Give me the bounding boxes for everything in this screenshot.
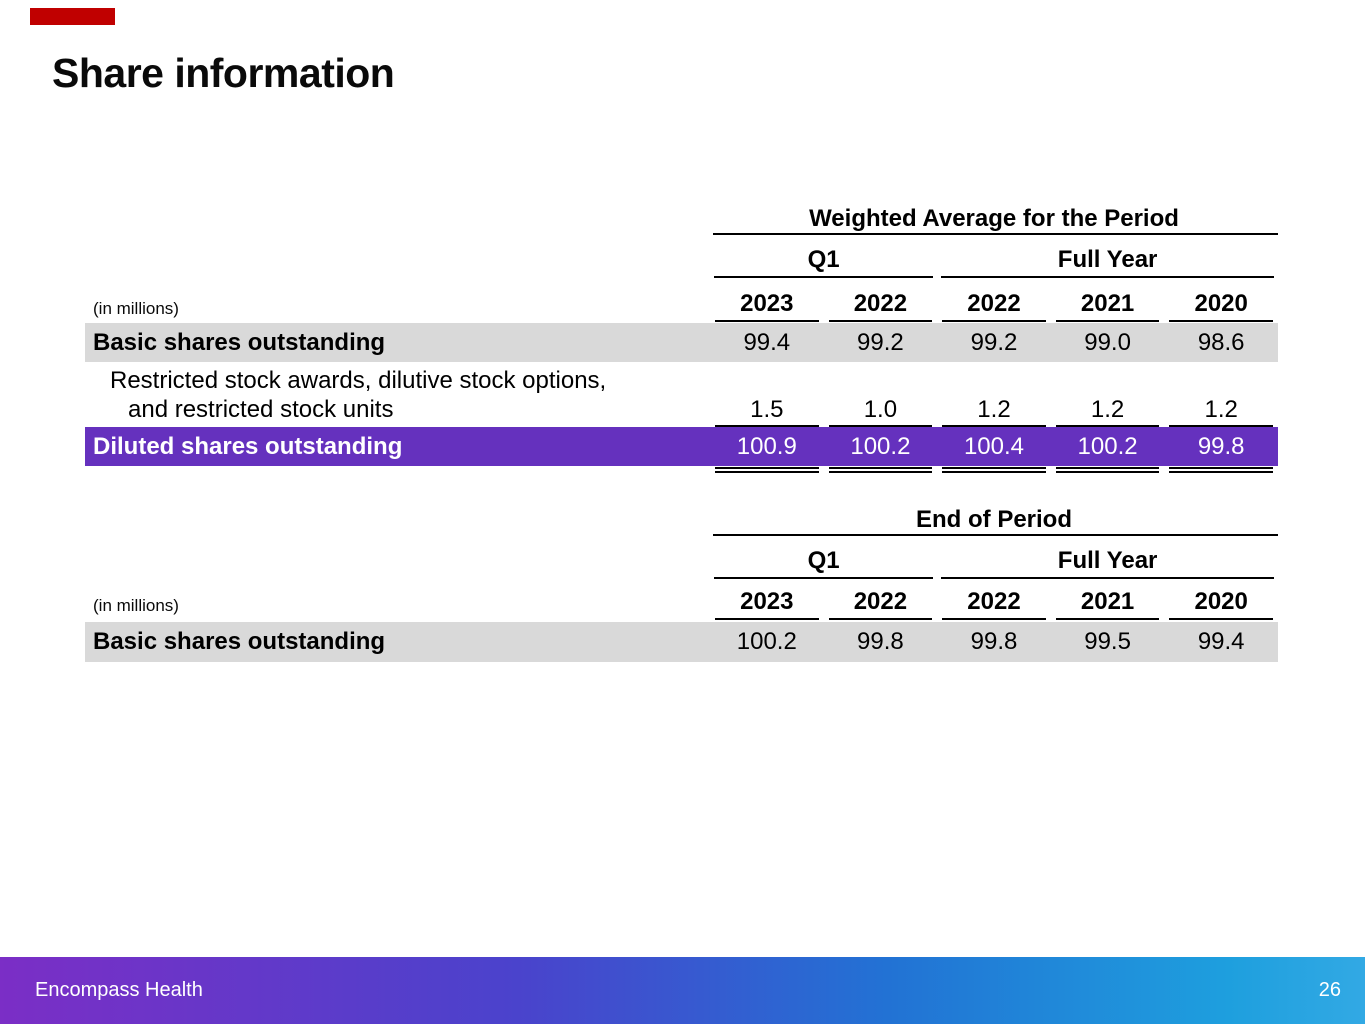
value-cell: 100.4	[963, 432, 1025, 460]
value-cell: 100.2	[736, 628, 797, 655]
row-label-line2: and restricted stock units	[128, 396, 394, 423]
year-header: 2022	[824, 278, 938, 322]
year-header: 2021	[1051, 278, 1165, 322]
table2-subgroup-row: Q1 Full Year	[85, 536, 1278, 579]
unit-note: (in millions)	[93, 596, 179, 615]
value-cell: 1.2	[1164, 362, 1278, 427]
table1-label-spacer	[85, 202, 710, 235]
table1-label-spacer	[85, 235, 710, 278]
row-label: Diluted shares outstanding	[93, 432, 403, 460]
value-cell: 1.5	[710, 362, 824, 427]
page-title: Share information	[52, 50, 395, 96]
total-double-rule	[85, 466, 1278, 474]
value-cell: 99.8	[857, 628, 904, 655]
value-cell: 99.5	[1084, 628, 1131, 655]
value-cell: 99.0	[1084, 328, 1131, 356]
row-label: Basic shares outstanding	[93, 328, 386, 356]
end-of-period-table: End of Period Q1 Full Year 2023 2022 202…	[85, 503, 1278, 662]
value-cell: 99.2	[970, 328, 1018, 356]
unit-note: (in millions)	[93, 299, 179, 318]
double-rule-segment	[1051, 466, 1165, 474]
value-cell: 1.2	[1051, 362, 1165, 427]
value-cell: 99.4	[743, 328, 791, 356]
table1-subgroup-q1: Q1	[710, 235, 937, 278]
table-row-basic-shares: Basic shares outstanding 99.4 99.2 99.2 …	[85, 323, 1278, 362]
value-cell: 100.9	[736, 432, 797, 460]
year-header: 2020	[1164, 579, 1278, 620]
weighted-average-table: Weighted Average for the Period Q1 Full …	[85, 202, 1278, 474]
year-header: 2022	[937, 579, 1051, 620]
value-cell: 100.2	[850, 432, 911, 460]
double-rule-segment	[710, 466, 824, 474]
double-rule-segment	[1164, 466, 1278, 474]
year-header: 2021	[1051, 579, 1165, 620]
value-cell: 99.8	[970, 628, 1018, 655]
table2-subgroup-q1: Q1	[710, 536, 937, 579]
value-cell: 99.2	[857, 328, 904, 356]
row-label: Basic shares outstanding	[93, 628, 386, 655]
year-header: 2023	[710, 579, 824, 620]
table2-label-spacer	[85, 503, 710, 536]
table2-subgroup-full-year: Full Year	[937, 536, 1278, 579]
year-header: 2023	[710, 278, 824, 322]
table1-group-header-row: Weighted Average for the Period	[85, 202, 1278, 235]
table-row-basic-shares-eop: Basic shares outstanding 100.2 99.8 99.8…	[85, 622, 1278, 662]
value-cell: 100.2	[1077, 432, 1138, 460]
year-header: 2022	[937, 278, 1051, 322]
table1-label-spacer	[85, 466, 710, 474]
table-row-diluted-shares: Diluted shares outstanding 100.9 100.2 1…	[85, 427, 1278, 466]
table1-group-header: Weighted Average for the Period	[710, 202, 1278, 235]
corner-accent-mark	[30, 8, 115, 25]
value-cell: 99.8	[1197, 432, 1245, 460]
row-label-line1: Restricted stock awards, dilutive stock …	[110, 367, 607, 394]
table2-label-spacer	[85, 536, 710, 579]
table2-group-header-row: End of Period	[85, 503, 1278, 536]
footer-brand: Encompass Health	[35, 979, 203, 1001]
value-cell: 1.2	[937, 362, 1051, 427]
table2-group-header: End of Period	[710, 503, 1278, 536]
value-cell: 98.6	[1197, 328, 1245, 356]
double-rule-segment	[824, 466, 938, 474]
value-cell: 1.0	[824, 362, 938, 427]
row-label: Restricted stock awards, dilutive stock …	[85, 362, 606, 424]
value-cell: 99.4	[1197, 628, 1245, 655]
table1-subgroup-row: Q1 Full Year	[85, 235, 1278, 278]
table1-year-header-row: 2023 2022 2022 2021 2020	[85, 278, 1278, 322]
footer-bar: Encompass Health 26	[0, 957, 1365, 1024]
year-header: 2020	[1164, 278, 1278, 322]
table-row-restricted-stock: Restricted stock awards, dilutive stock …	[85, 362, 1278, 427]
table2-year-header-row: 2023 2022 2022 2021 2020	[85, 579, 1278, 620]
year-header: 2022	[824, 579, 938, 620]
double-rule-segment	[937, 466, 1051, 474]
page-number: 26	[1318, 979, 1341, 1001]
table1-subgroup-full-year: Full Year	[937, 235, 1278, 278]
